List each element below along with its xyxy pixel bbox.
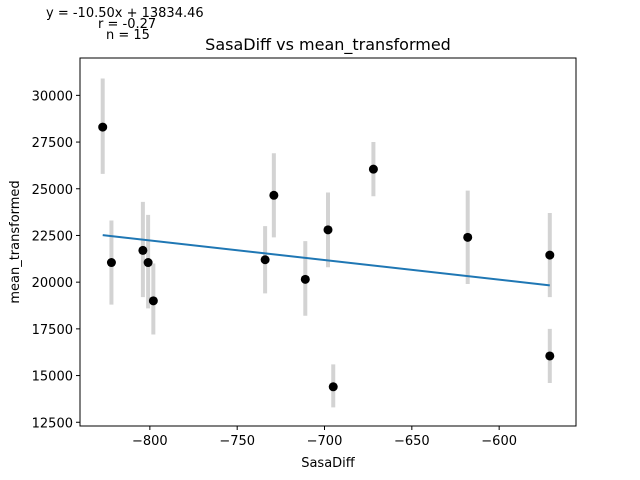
data-point-4 — [148, 296, 158, 306]
data-point-10 — [368, 164, 378, 174]
data-point-1 — [106, 258, 116, 268]
y-tick-label-0: 12500 — [32, 416, 73, 431]
axes-frame — [79, 57, 577, 427]
data-point-6 — [269, 190, 279, 200]
x-tick-label-4: −600 — [481, 434, 517, 449]
stat-equation: y = -10.50x + 13834.46 — [46, 6, 204, 21]
y-tick-label-5: 25000 — [32, 183, 73, 198]
y-tick-label-1: 15000 — [32, 370, 73, 385]
data-point-12 — [545, 250, 555, 260]
x-tick-label-2: −700 — [307, 434, 343, 449]
y-tick-label-2: 17500 — [32, 323, 73, 338]
data-point-7 — [300, 274, 310, 284]
data-point-13 — [545, 351, 555, 361]
y-tick-label-3: 20000 — [32, 276, 73, 291]
data-point-5 — [260, 255, 270, 265]
chart-title: SasaDiff vs mean_transformed — [205, 35, 451, 55]
y-tick-label-7: 30000 — [32, 89, 73, 104]
data-point-8 — [323, 225, 333, 235]
plot-area — [98, 78, 555, 408]
data-point-11 — [463, 232, 473, 242]
data-point-2 — [138, 245, 148, 255]
x-tick-label-1: −750 — [219, 434, 255, 449]
x-axis: −800 −750 −700 −650 −600 — [132, 426, 517, 449]
y-axis: 12500 15000 17500 20000 22500 25000 27500 30000 — [32, 89, 80, 431]
y-axis-label: mean_transformed — [8, 180, 23, 303]
stat-n: n = 15 — [106, 28, 150, 43]
y-tick-label-6: 27500 — [32, 136, 73, 151]
data-point-0 — [98, 122, 108, 132]
y-tick-label-4: 22500 — [32, 229, 73, 244]
regression-line — [102, 234, 550, 287]
x-tick-label-0: −800 — [132, 434, 168, 449]
data-point-9 — [328, 382, 338, 392]
data-point-3 — [143, 258, 153, 268]
x-axis-label: SasaDiff — [301, 456, 356, 471]
x-tick-label-3: −650 — [394, 434, 430, 449]
stat-r: r = -0.27 — [98, 17, 156, 32]
